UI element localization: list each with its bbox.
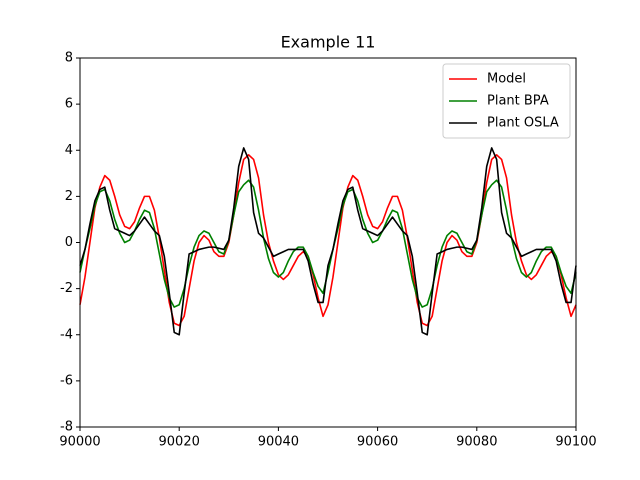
y-tick-label: 2	[65, 189, 73, 204]
series-line	[79, 154, 577, 327]
x-tick-label: 90000	[59, 435, 100, 450]
y-tick-label: 8	[65, 51, 73, 66]
y-tick-label: -8	[60, 420, 73, 435]
y-tick-label: 0	[65, 235, 73, 250]
y-tick-label: 6	[65, 97, 73, 112]
x-tick-label: 90020	[159, 435, 200, 450]
x-tick-label: 90060	[357, 435, 398, 450]
y-tick-label: -4	[60, 327, 73, 342]
series-line	[79, 147, 577, 336]
x-tick-label: 90100	[555, 435, 596, 450]
legend-label: Plant OSLA	[487, 116, 559, 131]
legend-label: Plant BPA	[487, 94, 549, 109]
plot-frame	[79, 57, 577, 428]
y-tick-label: -2	[60, 281, 73, 296]
legend-label: Model	[487, 72, 526, 87]
y-tick-label: 4	[65, 143, 73, 158]
series-line	[79, 179, 577, 308]
legend-box	[442, 63, 571, 139]
chart-title: Example 11	[281, 33, 376, 52]
x-tick-label: 90080	[456, 435, 497, 450]
y-tick-label: -6	[60, 373, 73, 388]
x-tick-label: 90040	[258, 435, 299, 450]
